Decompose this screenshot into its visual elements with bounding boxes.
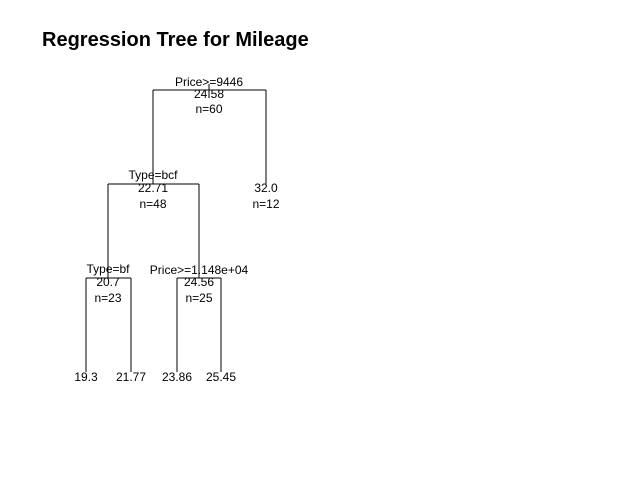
node-ll-mean: 20.7	[96, 275, 120, 289]
node-ll-split: Type=bf	[86, 262, 130, 276]
node-root-split: Price>=9446	[175, 75, 243, 89]
leaf-1-mean: 19.3	[74, 370, 98, 384]
node-left-split: Type=bcf	[128, 168, 178, 182]
leaf-2-mean: 21.77	[116, 370, 146, 384]
node-right-mean: 32.0	[254, 181, 278, 195]
leaf-4-mean: 25.45	[206, 370, 236, 384]
plot-title: Regression Tree for Mileage	[42, 29, 309, 51]
node-root-count: n=60	[195, 102, 222, 116]
node-root-mean: 24.58	[194, 87, 224, 101]
node-right-count: n=12	[252, 197, 279, 211]
leaf-3-mean: 23.86	[162, 370, 192, 384]
node-lr-split: Price>=1.148e+04	[150, 263, 249, 277]
node-ll-count: n=23	[94, 291, 121, 305]
node-left-mean: 22.71	[138, 181, 168, 195]
node-lr-mean: 24.56	[184, 275, 214, 289]
node-left-count: n=48	[139, 197, 166, 211]
node-lr-count: n=25	[185, 291, 212, 305]
